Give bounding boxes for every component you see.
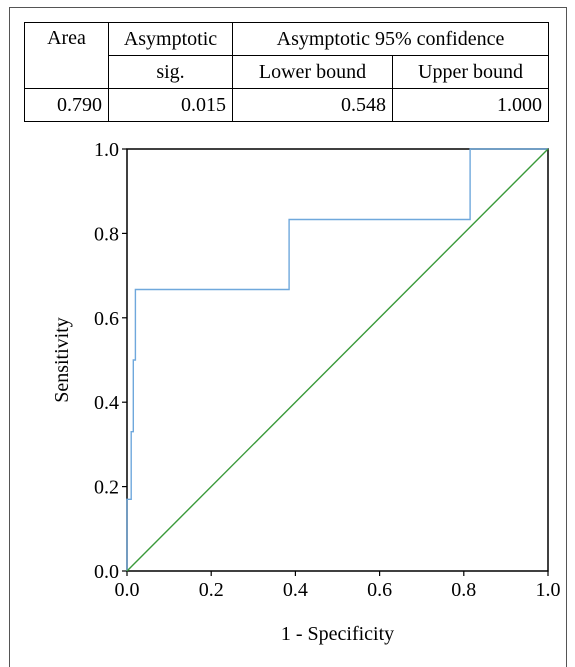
header-lower-bound: Lower bound (232, 55, 393, 89)
x-axis-label: 1 - Specificity (281, 623, 394, 645)
y-tick-label: 0.0 (94, 561, 119, 583)
x-tick-label: 0.6 (367, 579, 392, 601)
y-tick-label: 0.8 (94, 223, 119, 245)
roc-curve-line (126, 148, 548, 571)
header-area: Area (24, 22, 109, 89)
y-tick-label: 0.6 (94, 308, 119, 330)
header-asymptotic-sig-line1: Asymptotic (108, 22, 233, 56)
x-tick-label: 0.4 (283, 579, 308, 601)
figure-frame (9, 7, 567, 667)
reference-diagonal-line (126, 148, 549, 572)
y-tick-label: 1.0 (94, 139, 119, 161)
axes: 0.0 0.2 0.4 0.6 0.8 1.0 0.0 0.2 0.4 0.6 0.8 1.0 (94, 139, 561, 601)
x-tick-label: 0.0 (115, 579, 140, 601)
series-layer (126, 148, 549, 572)
cell-sig: 0.015 (108, 88, 233, 122)
x-tick-label: 0.8 (451, 579, 476, 601)
auc-table: Area Asymptotic Asymptotic 95% confidenc… (24, 22, 549, 122)
table-row: 0.790 0.015 0.548 1.000 (24, 88, 549, 122)
header-asymptotic-sig-line2: sig. (108, 55, 233, 89)
cell-upper: 1.000 (392, 88, 549, 122)
y-axis-label: Sensitivity (51, 317, 73, 403)
y-tick-label: 0.2 (94, 477, 119, 499)
y-tick-label: 0.4 (94, 392, 119, 414)
table-subheader-row: sig. Lower bound Upper bound (25, 55, 549, 89)
x-tick-label: 0.2 (199, 579, 224, 601)
x-tick-label: 1.0 (536, 579, 561, 601)
header-upper-bound: Upper bound (392, 55, 549, 89)
plot-area (126, 148, 549, 572)
cell-area: 0.790 (24, 88, 109, 122)
cell-lower: 0.548 (232, 88, 393, 122)
